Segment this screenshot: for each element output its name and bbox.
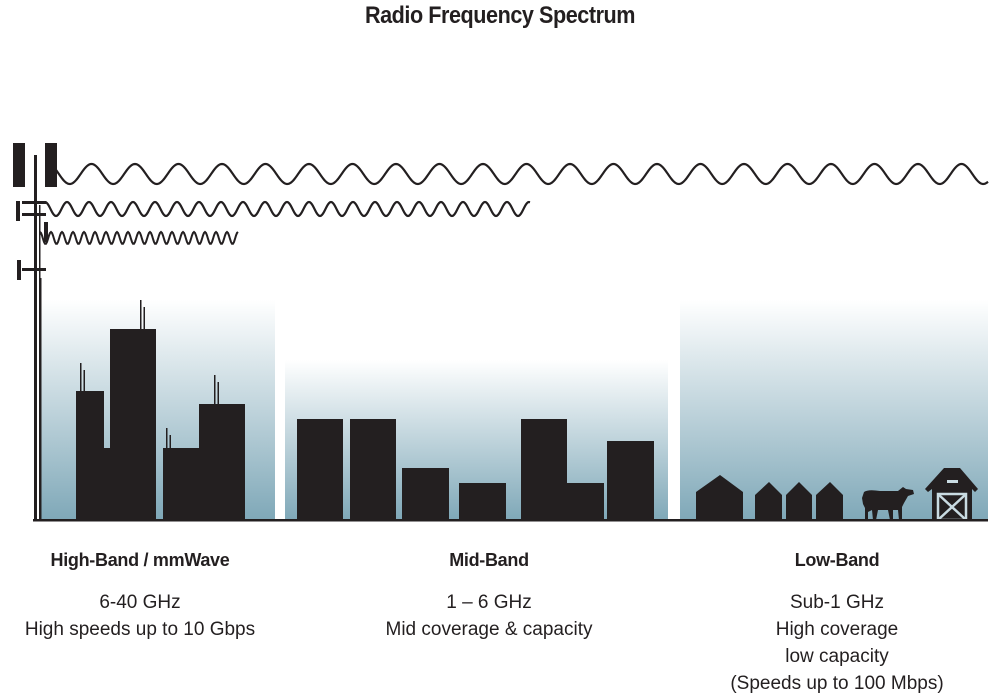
band-description: High speeds up to 10 Gbps: [24, 619, 256, 640]
low-band-label: Low-Band Sub-1 GHz High coverage low cap…: [677, 550, 997, 697]
suburb-houses-icon: [696, 475, 843, 520]
band-name: High-Band / mmWave: [50, 550, 230, 570]
cell-tower-icon: [13, 143, 57, 520]
band-description: Mid coverage & capacity: [385, 619, 593, 640]
high-band-label: High-Band / mmWave 6-40 GHz High speeds …: [0, 550, 300, 643]
band-frequency: Sub-1 GHz: [790, 592, 884, 613]
band-name: Low-Band: [794, 550, 880, 570]
mid-band-label: Mid-Band 1 – 6 GHz Mid coverage & capaci…: [329, 550, 649, 643]
ground-line: [33, 519, 988, 522]
low-band-wave: [47, 162, 989, 186]
cow-icon: [862, 487, 914, 520]
band-description: High coverage: [775, 619, 899, 640]
mid-band-buildings: [297, 419, 654, 520]
band-description: (Speeds up to 100 Mbps): [730, 673, 944, 694]
city-skyline-icon: [76, 300, 245, 520]
high-band-wave: [39, 230, 239, 245]
diagram-title: Radio Frequency Spectrum: [364, 2, 636, 29]
band-description: low capacity: [785, 646, 889, 667]
mid-band-wave: [44, 200, 531, 218]
band-frequency: 1 – 6 GHz: [446, 592, 532, 613]
band-frequency: 6-40 GHz: [99, 592, 181, 613]
band-name: Mid-Band: [449, 550, 529, 570]
